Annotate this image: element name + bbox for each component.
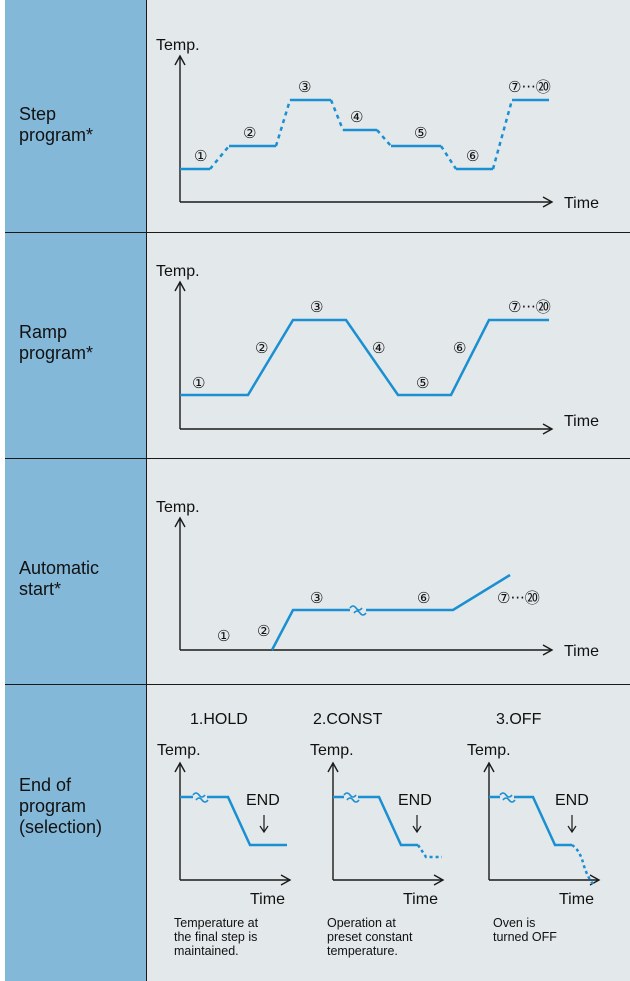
auto-marker-6: ⑥ [417, 589, 430, 607]
x-axis-label: Time [564, 413, 599, 430]
step-marker-3: ③ [298, 78, 311, 96]
end-label-hold: END [246, 792, 280, 809]
x-axis-label: Time [559, 891, 594, 908]
step-curve [180, 98, 549, 171]
off-curve-dashed [571, 843, 594, 885]
break-icon [192, 792, 209, 803]
end-description-off: Oven is turned OFF [493, 916, 557, 944]
row-divider [5, 232, 630, 233]
end-arrowhead-icon [412, 825, 422, 834]
ramp-marker-4: ④ [372, 339, 385, 357]
column-divider [146, 0, 147, 981]
end-label-off: END [555, 792, 589, 809]
end-label-const: END [398, 792, 432, 809]
y-axis-label: Temp. [310, 742, 354, 759]
auto-marker-7-20: ⑦···⑳ [497, 589, 540, 607]
break-icon [349, 605, 367, 616]
step-marker-1: ① [194, 147, 207, 165]
auto-marker-2: ② [257, 622, 270, 640]
end-description-hold: Temperature at the final step is maintai… [174, 916, 259, 958]
y-axis-label: Temp. [156, 499, 200, 516]
ramp-marker-5: ⑤ [416, 374, 429, 392]
step-marker-4: ④ [350, 108, 363, 126]
x-axis-label: Time [403, 891, 438, 908]
end-option-title-hold: 1.HOLD [190, 711, 248, 728]
step-program-chart: Temp. Time ① ② ③ ④ ⑤ ⑥ ⑦···⑳ [156, 37, 599, 212]
const-curve-dashed [416, 844, 442, 859]
row-label-ramp-program: Ramp program* [19, 322, 94, 363]
end-option-title-const: 2.CONST [313, 711, 383, 728]
end-arrowhead-icon [259, 825, 269, 834]
ramp-marker-3: ③ [310, 298, 323, 316]
ramp-marker-6: ⑥ [453, 339, 466, 357]
break-icon [343, 792, 360, 803]
end-option-title-off: 3.OFF [496, 711, 542, 728]
step-marker-7-20: ⑦···⑳ [508, 78, 551, 96]
end-const-chart: 2.CONST Temp. Time END [310, 711, 445, 908]
y-axis-label: Temp. [156, 263, 200, 280]
break-icon [499, 792, 516, 803]
auto-marker-1: ① [217, 627, 230, 645]
auto-marker-3: ③ [310, 589, 323, 607]
y-axis-label: Temp. [156, 37, 200, 54]
end-off-chart: 3.OFF Temp. Time END [467, 711, 601, 908]
x-axis-label: Time [250, 891, 285, 908]
step-marker-5: ⑤ [414, 124, 427, 142]
ramp-program-chart: Temp. Time ① ② ③ ④ ⑤ ⑥ ⑦···⑳ [156, 263, 599, 435]
end-hold-chart: 1.HOLD Temp. Time END [157, 711, 292, 908]
end-description-const: Operation at preset constant temperature… [327, 916, 413, 958]
row-divider [5, 458, 630, 459]
ramp-curve [180, 318, 549, 397]
row-divider [5, 684, 630, 685]
x-axis-label: Time [564, 643, 599, 660]
ramp-marker-1: ① [192, 374, 205, 392]
row-label-step-program: Step program* [19, 104, 94, 145]
ramp-marker-7-20: ⑦···⑳ [508, 298, 551, 316]
end-arrowhead-icon [567, 825, 577, 834]
row-label-end-of-program: End of program (selection) [19, 775, 103, 837]
label-column [5, 0, 146, 981]
automatic-start-chart: Temp. Time ① ② ③ ⑥ ⑦···⑳ [156, 499, 599, 660]
step-marker-6: ⑥ [466, 147, 479, 165]
automatic-start-curve [270, 573, 511, 651]
y-axis-label: Temp. [157, 742, 201, 759]
y-axis-label: Temp. [467, 742, 511, 759]
row-label-automatic-start: Automatic start* [19, 558, 100, 599]
x-axis-label: Time [564, 195, 599, 212]
ramp-marker-2: ② [255, 339, 268, 357]
step-marker-2: ② [243, 124, 256, 142]
